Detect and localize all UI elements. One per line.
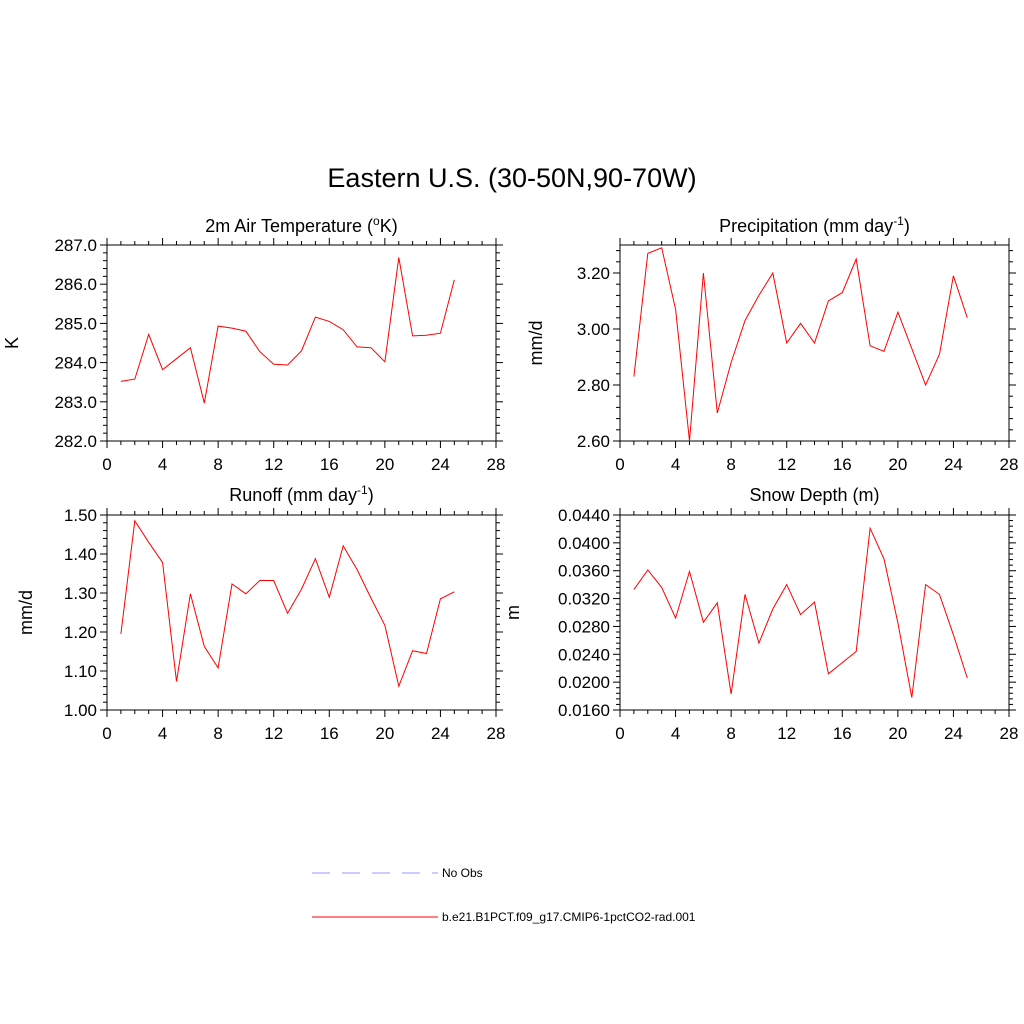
y-tick-label: 0.0280 xyxy=(558,617,610,636)
y-tick-label: 3.00 xyxy=(577,320,610,339)
panel-title: Snow Depth (m) xyxy=(749,485,879,505)
x-tick-label: 16 xyxy=(833,724,852,743)
y-tick-label: 286.0 xyxy=(54,275,97,294)
y-tick-label: 285.0 xyxy=(54,314,97,333)
x-tick-label: 12 xyxy=(264,724,283,743)
x-tick-label: 4 xyxy=(671,455,680,474)
plot-frame xyxy=(106,514,497,711)
x-tick-label: 28 xyxy=(1000,455,1019,474)
y-tick-label: 0.0320 xyxy=(558,590,610,609)
legend-label: b.e21.B1PCT.f09_g17.CMIP6-1pctCO2-rad.00… xyxy=(442,910,696,924)
panel-title: Precipitation (mm day-1) xyxy=(719,214,910,236)
x-tick-label: 4 xyxy=(158,455,167,474)
x-tick-label: 0 xyxy=(102,724,111,743)
y-tick-label: 0.0440 xyxy=(558,506,610,525)
y-tick-label: 1.40 xyxy=(64,545,97,564)
series-line xyxy=(633,247,968,442)
x-tick-label: 8 xyxy=(726,724,735,743)
y-tick-label: 284.0 xyxy=(54,354,97,373)
y-tick-label: 2.80 xyxy=(577,376,610,395)
y-axis-label: m xyxy=(503,605,523,620)
x-tick-label: 16 xyxy=(320,724,339,743)
x-tick-label: 8 xyxy=(726,455,735,474)
x-tick-label: 12 xyxy=(264,455,283,474)
figure-title: Eastern U.S. (30-50N,90-70W) xyxy=(327,163,697,193)
x-tick-label: 0 xyxy=(615,455,624,474)
x-tick-label: 4 xyxy=(671,724,680,743)
panel-title: Runoff (mm day-1) xyxy=(229,483,373,505)
series-line xyxy=(120,257,455,404)
plot-frame xyxy=(106,244,497,442)
x-tick-label: 24 xyxy=(431,724,450,743)
x-tick-label: 24 xyxy=(431,455,450,474)
x-tick-label: 16 xyxy=(833,455,852,474)
legend-label: No Obs xyxy=(442,866,483,880)
y-tick-label: 3.20 xyxy=(577,264,610,283)
x-tick-label: 24 xyxy=(944,455,963,474)
x-tick-label: 8 xyxy=(213,724,222,743)
x-tick-label: 8 xyxy=(213,455,222,474)
x-tick-label: 20 xyxy=(888,724,907,743)
x-tick-label: 0 xyxy=(102,455,111,474)
y-tick-label: 0.0160 xyxy=(558,701,610,720)
series-line xyxy=(120,519,455,688)
y-tick-label: 283.0 xyxy=(54,393,97,412)
x-tick-label: 28 xyxy=(487,724,506,743)
x-tick-label: 20 xyxy=(888,455,907,474)
x-tick-label: 4 xyxy=(158,724,167,743)
x-tick-label: 0 xyxy=(615,724,624,743)
y-tick-label: 1.10 xyxy=(64,662,97,681)
chart-panel-2: 0 4 8 12 16 20 24 28 2.60 2.80 3.00 3.20 mm/d Precipi… xyxy=(526,214,1018,474)
legend: No Obs b.e21.B1PCT.f09_g17.CMIP6-1pctCO2-… xyxy=(312,866,696,924)
series-line xyxy=(633,526,968,698)
x-tick-label: 20 xyxy=(375,455,394,474)
y-tick-label: 282.0 xyxy=(54,432,97,451)
chart-panel-4: 0 4 8 12 16 20 24 28 0.0160 0.0200 0.0240 0.0280 0.0… xyxy=(503,485,1018,743)
x-tick-label: 12 xyxy=(777,724,796,743)
y-tick-label: 1.20 xyxy=(64,623,97,642)
x-tick-label: 28 xyxy=(487,455,506,474)
y-tick-label: 0.0360 xyxy=(558,562,610,581)
y-tick-label: 1.00 xyxy=(64,701,97,720)
y-tick-label: 0.0200 xyxy=(558,673,610,692)
y-tick-label: 0.0400 xyxy=(558,534,610,553)
x-tick-label: 20 xyxy=(375,724,394,743)
x-tick-label: 16 xyxy=(320,455,339,474)
plot-frame xyxy=(619,514,1010,711)
x-tick-label: 12 xyxy=(777,455,796,474)
y-tick-label: 1.50 xyxy=(64,506,97,525)
x-tick-label: 24 xyxy=(944,724,963,743)
chart-panel-3: 0 4 8 12 16 20 24 28 1.00 1.10 1.20 1.30 1.40 1.50 mm/… xyxy=(16,483,505,743)
y-tick-label: 2.60 xyxy=(577,432,610,451)
y-tick-label: 287.0 xyxy=(54,236,97,255)
y-tick-label: 1.30 xyxy=(64,584,97,603)
y-tick-label: 0.0240 xyxy=(558,645,610,664)
panel-title: 2m Air Temperature (oK) xyxy=(205,214,397,236)
y-axis-label: K xyxy=(2,337,22,349)
y-axis-label: mm/d xyxy=(526,321,546,366)
chart-panel-1: 0 4 8 12 16 20 24 28 282.0 283.0 284.0 285.0 286.0 28… xyxy=(2,214,505,474)
y-axis-label: mm/d xyxy=(16,590,36,635)
x-tick-label: 28 xyxy=(1000,724,1019,743)
